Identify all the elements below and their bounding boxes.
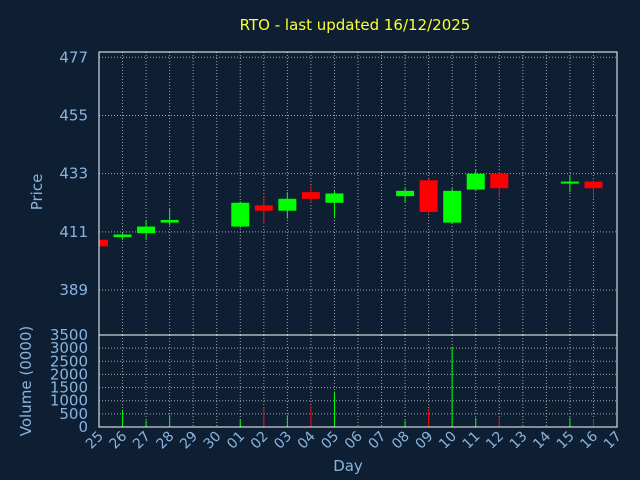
volume-tick-label: 2500 bbox=[50, 352, 88, 370]
candle-body bbox=[396, 190, 415, 197]
x-tick-labels: 25 26 27 28 29 30 01 02 03 04 05 06 07 08 09 10 11 12 13 14… bbox=[83, 428, 625, 452]
volume-axis-label: Volume (0000) bbox=[17, 326, 35, 436]
volume-tick-label: 3500 bbox=[50, 326, 88, 344]
volume-tick-label: 3000 bbox=[50, 339, 88, 357]
price-tick-labels: 389 411 433 455 477 bbox=[59, 48, 88, 299]
volume-tick-label: 1000 bbox=[50, 392, 88, 410]
price-tick-label: 477 bbox=[59, 48, 88, 66]
volume-tick-label: 500 bbox=[59, 405, 88, 423]
price-tick-label: 389 bbox=[59, 281, 88, 299]
candle-body bbox=[113, 234, 132, 238]
candle-body bbox=[278, 198, 297, 211]
candle-body bbox=[419, 180, 438, 213]
x-axis-label: Day bbox=[333, 457, 363, 475]
volume-tick-label: 0 bbox=[78, 418, 88, 436]
candle-body bbox=[137, 226, 156, 234]
candle-body bbox=[325, 193, 344, 203]
candle-body bbox=[254, 205, 273, 211]
volume-panel-frame bbox=[98, 334, 618, 428]
candle-body bbox=[160, 219, 179, 223]
candle-body bbox=[99, 239, 108, 247]
chart-title: RTO - last updated 16/12/2025 bbox=[240, 16, 471, 34]
price-tick-label: 455 bbox=[59, 106, 88, 124]
candle-body bbox=[466, 173, 485, 190]
price-axis-label: Price bbox=[28, 174, 46, 211]
candle-body bbox=[231, 202, 250, 227]
volume-tick-label: 2000 bbox=[50, 365, 88, 383]
candle-body bbox=[443, 190, 462, 223]
price-tick-label: 411 bbox=[59, 223, 88, 241]
candle-body bbox=[301, 192, 320, 199]
candle-body bbox=[490, 173, 509, 189]
candle-body bbox=[584, 181, 603, 189]
candle-body bbox=[560, 181, 579, 184]
price-tick-label: 433 bbox=[59, 165, 88, 183]
candles bbox=[98, 169, 603, 248]
volume-bars bbox=[98, 346, 594, 427]
volume-tick-label: 1500 bbox=[50, 379, 88, 397]
